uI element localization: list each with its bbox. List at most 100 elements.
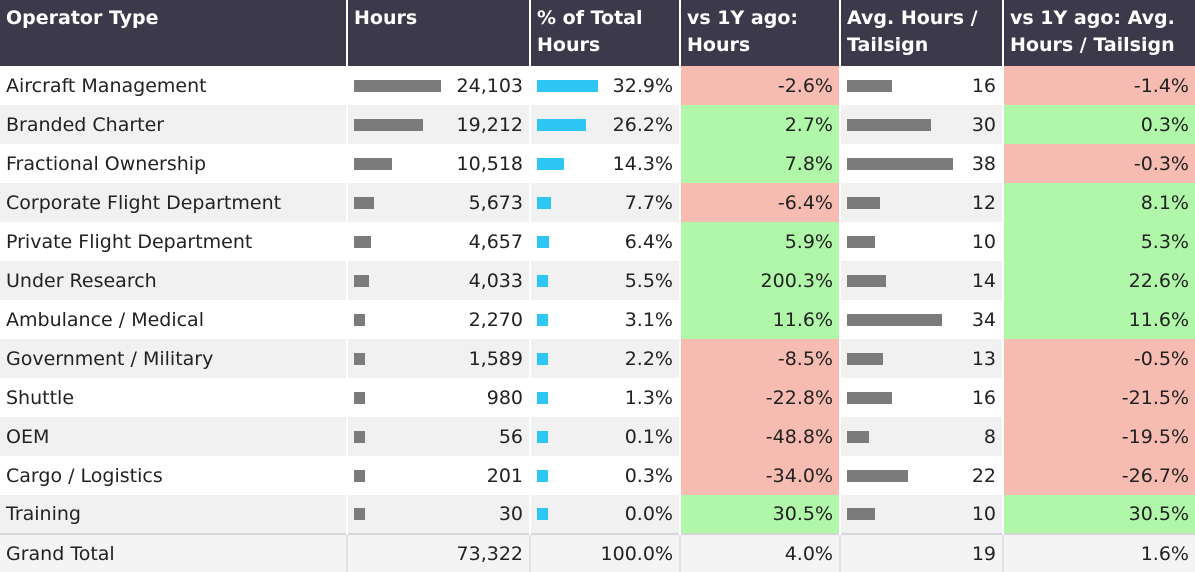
- table-row[interactable]: Cargo / Logistics 201 0.3% -34.0% 22 -26.7%: [0, 456, 1195, 495]
- pct-total-cell: 26.2%: [529, 105, 680, 144]
- column-header-hours[interactable]: Hours: [346, 0, 530, 66]
- table-row[interactable]: Ambulance / Medical 2,270 3.1% 11.6% 34 11.6%: [0, 300, 1195, 339]
- hours-bar[interactable]: [354, 469, 365, 482]
- avg-hours-value: 34: [971, 308, 996, 331]
- column-header-yoy-avg[interactable]: vs 1Y ago: Avg. Hours / Tailsign: [1002, 0, 1195, 66]
- avg-hours-cell: 34: [839, 300, 1003, 339]
- avg-hours-value: 22: [971, 464, 996, 487]
- hours-bar[interactable]: [354, 508, 365, 520]
- pct-total-bar[interactable]: [537, 508, 548, 520]
- column-header-pct-total[interactable]: % of Total Hours: [529, 0, 680, 66]
- pct-total-cell: 6.4%: [529, 222, 680, 261]
- column-header-operator-type[interactable]: Operator Type: [0, 0, 347, 66]
- yoy-hours-cell: -34.0%: [679, 456, 840, 495]
- avg-hours-bar[interactable]: [847, 352, 883, 365]
- table-row[interactable]: Corporate Flight Department 5,673 7.7% -6.4…: [0, 183, 1195, 222]
- avg-hours-value: 16: [971, 386, 996, 409]
- yoy-hours-cell: 5.9%: [679, 222, 840, 261]
- avg-hours-wrap: 30: [847, 114, 996, 136]
- pct-total-value: 26.2%: [612, 113, 673, 136]
- hours-value: 201: [486, 464, 523, 487]
- operator-type-label: Ambulance / Medical: [0, 300, 347, 339]
- grand-total-yoy-hours: 4.0%: [679, 533, 840, 572]
- avg-hours-bar[interactable]: [847, 274, 886, 287]
- hours-bar[interactable]: [354, 157, 392, 170]
- hours-wrap: 2,270: [354, 309, 523, 331]
- avg-hours-bar[interactable]: [847, 118, 931, 131]
- hours-bar[interactable]: [354, 118, 423, 131]
- table-row[interactable]: Aircraft Management 24,103 32.9% -2.6% 16 -1.…: [0, 66, 1195, 105]
- hours-bar[interactable]: [354, 79, 441, 92]
- hours-bar[interactable]: [354, 391, 365, 404]
- pct-total-wrap: 6.4%: [537, 231, 673, 253]
- hours-bar[interactable]: [354, 313, 365, 326]
- hours-value: 56: [498, 425, 523, 448]
- avg-hours-bar[interactable]: [847, 235, 875, 248]
- pct-total-bar[interactable]: [537, 157, 564, 170]
- hours-value: 4,033: [468, 269, 523, 292]
- pct-total-bar[interactable]: [537, 274, 548, 287]
- column-header-yoy-hours[interactable]: vs 1Y ago: Hours: [679, 0, 840, 66]
- grand-total-pct: 100.0%: [529, 533, 680, 572]
- grand-total-avg-hours: 19: [839, 533, 1003, 572]
- pct-total-wrap: 0.1%: [537, 426, 673, 448]
- avg-hours-cell: 12: [839, 183, 1003, 222]
- hours-cell: 4,657: [346, 222, 530, 261]
- yoy-avg-cell: 5.3%: [1002, 222, 1195, 261]
- table-row[interactable]: Government / Military 1,589 2.2% -8.5% 13 -0.…: [0, 339, 1195, 378]
- avg-hours-bar[interactable]: [847, 391, 892, 404]
- avg-hours-wrap: 12: [847, 192, 996, 214]
- pct-total-bar[interactable]: [537, 430, 548, 443]
- table-row[interactable]: Private Flight Department 4,657 6.4% 5.9% 10…: [0, 222, 1195, 261]
- avg-hours-bar[interactable]: [847, 196, 880, 209]
- table-row[interactable]: Fractional Ownership 10,518 14.3% 7.8% 38 -0.…: [0, 144, 1195, 183]
- yoy-hours-cell: 30.5%: [679, 495, 840, 534]
- pct-total-bar[interactable]: [537, 235, 549, 248]
- avg-hours-bar[interactable]: [847, 508, 875, 520]
- pct-total-wrap: 1.3%: [537, 387, 673, 409]
- hours-wrap: 10,518: [354, 153, 523, 175]
- pct-total-cell: 7.7%: [529, 183, 680, 222]
- avg-hours-bar-zone: [847, 391, 972, 404]
- avg-hours-bar[interactable]: [847, 430, 869, 443]
- table-row[interactable]: Under Research 4,033 5.5% 200.3% 14 22.6%: [0, 261, 1195, 300]
- grand-total-hours: 73,322: [346, 533, 530, 572]
- hours-bar[interactable]: [354, 196, 374, 209]
- pct-total-cell: 0.0%: [529, 495, 680, 534]
- avg-hours-wrap: 34: [847, 309, 996, 331]
- avg-hours-bar-zone: [847, 313, 972, 326]
- avg-hours-wrap: 22: [847, 465, 996, 487]
- hours-wrap: 24,103: [354, 75, 523, 97]
- pct-total-bar[interactable]: [537, 469, 548, 482]
- hours-wrap: 30: [354, 503, 523, 525]
- hours-wrap: 4,657: [354, 231, 523, 253]
- avg-hours-bar[interactable]: [847, 469, 908, 482]
- pct-total-bar-zone: [537, 196, 625, 209]
- pct-total-bar[interactable]: [537, 196, 551, 209]
- pct-total-bar[interactable]: [537, 79, 598, 92]
- pct-total-bar[interactable]: [537, 313, 548, 326]
- pct-total-bar[interactable]: [537, 352, 548, 365]
- hours-bar[interactable]: [354, 352, 365, 365]
- hours-bar[interactable]: [354, 430, 365, 443]
- pct-total-value: 32.9%: [612, 74, 673, 97]
- pct-total-bar[interactable]: [537, 118, 586, 131]
- avg-hours-bar-zone: [847, 157, 972, 170]
- hours-wrap: 4,033: [354, 270, 523, 292]
- pct-total-bar[interactable]: [537, 391, 548, 404]
- table-row[interactable]: Branded Charter 19,212 26.2% 2.7% 30 0.3%: [0, 105, 1195, 144]
- hours-cell: 980: [346, 378, 530, 417]
- avg-hours-bar[interactable]: [847, 313, 942, 326]
- table-row[interactable]: OEM 56 0.1% -48.8% 8 -19.5%: [0, 417, 1195, 456]
- table-row[interactable]: Shuttle 980 1.3% -22.8% 16 -21.5%: [0, 378, 1195, 417]
- column-header-avg-hours[interactable]: Avg. Hours / Tailsign: [839, 0, 1003, 66]
- avg-hours-bar-zone: [847, 196, 972, 209]
- table-row[interactable]: Training 30 0.0% 30.5% 10 30.5%: [0, 495, 1195, 534]
- yoy-hours-cell: -48.8%: [679, 417, 840, 456]
- pct-total-value: 7.7%: [624, 191, 673, 214]
- pct-total-wrap: 2.2%: [537, 348, 673, 370]
- avg-hours-bar[interactable]: [847, 79, 892, 92]
- hours-bar[interactable]: [354, 235, 371, 248]
- avg-hours-bar[interactable]: [847, 157, 953, 170]
- hours-bar[interactable]: [354, 274, 369, 287]
